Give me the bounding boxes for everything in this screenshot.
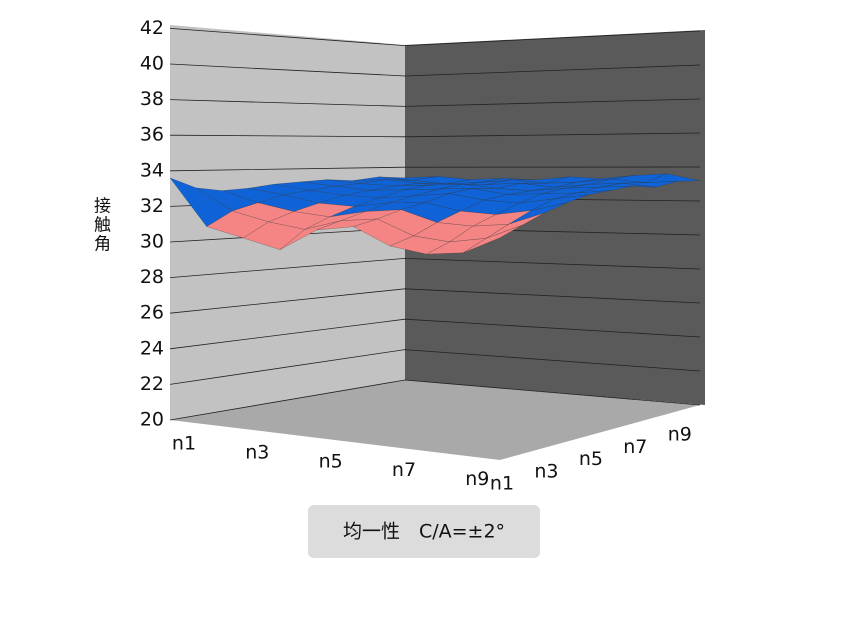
- x-tick-label: n5: [319, 450, 343, 472]
- z-tick-label: 34: [140, 159, 164, 181]
- grid-line: [169, 98, 701, 107]
- grid-line: [169, 288, 701, 314]
- z-axis-label: 接触角: [90, 196, 111, 253]
- floor: [170, 380, 700, 460]
- y-tick-label: n3: [534, 460, 558, 482]
- grid-line: [169, 318, 701, 350]
- z-tick-label: 40: [140, 53, 164, 75]
- z-tick-label: 24: [140, 337, 164, 359]
- x-tick-label: n3: [245, 441, 269, 463]
- chart-title: 均一性 C/A=±2°: [343, 521, 505, 543]
- back-wall: [405, 30, 705, 405]
- y-tick-label: n1: [490, 473, 514, 495]
- grid-line: [169, 132, 701, 138]
- z-tick-label: 26: [140, 302, 164, 324]
- x-tick-label: n7: [392, 459, 416, 481]
- grid-line: [169, 379, 701, 421]
- z-tick-label: 36: [140, 124, 164, 146]
- z-tick-label: 28: [140, 266, 164, 288]
- label-box: [308, 505, 540, 558]
- grid-line: [169, 349, 701, 385]
- x-tick-label: n1: [172, 433, 196, 455]
- grid-line: [169, 166, 701, 172]
- surface-cell: [463, 224, 523, 253]
- z-tick-label: 42: [140, 17, 164, 39]
- z-tick-label: 38: [140, 88, 164, 110]
- z-tick-label: 20: [140, 409, 164, 431]
- grid-line: [169, 63, 701, 77]
- y-tick-label: n7: [623, 436, 647, 458]
- z-tick-label: 22: [140, 373, 164, 395]
- y-tick-label: n9: [668, 424, 692, 446]
- x-tick-label: n9: [465, 468, 489, 490]
- z-tick-label: 30: [140, 231, 164, 253]
- grid-line: [169, 28, 701, 47]
- grid-line: [169, 257, 701, 278]
- y-tick-label: n5: [579, 448, 603, 470]
- z-tick-label: 32: [140, 195, 164, 217]
